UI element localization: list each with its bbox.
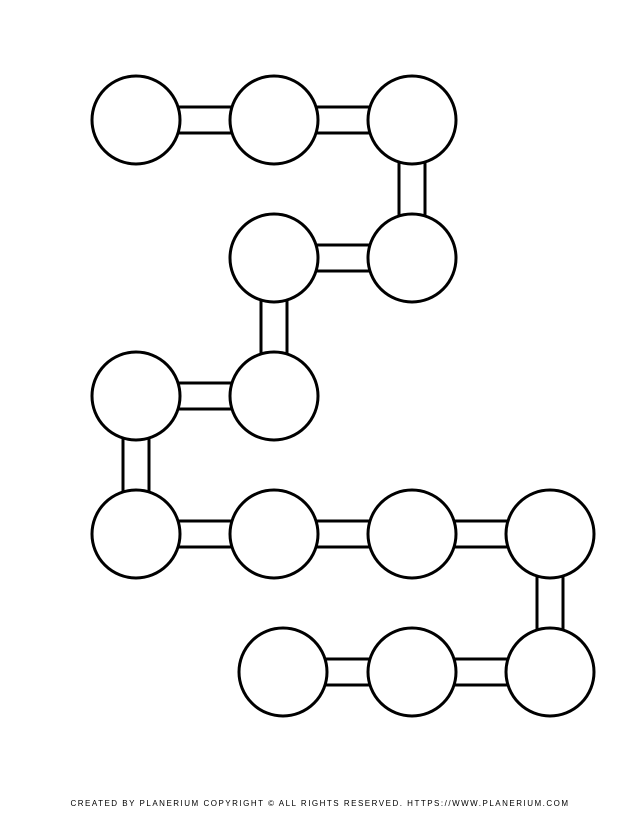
connector: [261, 300, 287, 354]
sequence-node: [92, 490, 180, 578]
connector: [454, 659, 508, 685]
connector: [316, 107, 370, 133]
sequence-diagram: [0, 0, 640, 828]
sequence-node: [368, 214, 456, 302]
connector: [178, 107, 232, 133]
connector: [454, 521, 508, 547]
connector: [316, 521, 370, 547]
connector: [316, 245, 370, 271]
connector: [178, 521, 232, 547]
edges-group: [123, 107, 563, 685]
connector: [123, 438, 149, 492]
sequence-node: [230, 352, 318, 440]
sequence-node: [368, 76, 456, 164]
footer-copyright: CREATED BY PLANERIUM COPYRIGHT © ALL RIG…: [0, 799, 640, 808]
sequence-node: [230, 214, 318, 302]
sequence-node: [92, 76, 180, 164]
sequence-node: [92, 352, 180, 440]
sequence-node: [506, 490, 594, 578]
sequence-node: [368, 490, 456, 578]
connector: [399, 162, 425, 216]
connector: [537, 576, 563, 630]
connector: [325, 659, 370, 685]
sequence-node: [239, 628, 327, 716]
sequence-node: [230, 490, 318, 578]
sequence-node: [368, 628, 456, 716]
sequence-node: [230, 76, 318, 164]
page: CREATED BY PLANERIUM COPYRIGHT © ALL RIG…: [0, 0, 640, 828]
connector: [178, 383, 232, 409]
nodes-group: [92, 76, 594, 716]
sequence-node: [506, 628, 594, 716]
